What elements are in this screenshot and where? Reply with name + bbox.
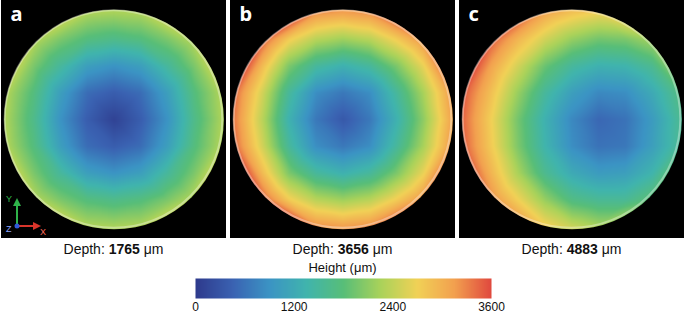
svg-text:1200: 1200 <box>280 300 307 314</box>
svg-text:b: b <box>240 0 253 27</box>
svg-text:Z: Z <box>6 224 12 234</box>
html-text:Depth: 1765 μm: Depth: 1765 μm <box>63 241 164 257</box>
svg-text:0: 0 <box>192 300 199 314</box>
svg-text:c: c <box>469 0 479 27</box>
html-text:Depth: 3656 μm: Depth: 3656 μm <box>292 241 393 257</box>
html-text:Height (μm): Height (μm) <box>308 260 377 275</box>
svg-text:Y: Y <box>6 194 12 204</box>
html-text:Depth: 4883 μm: Depth: 4883 μm <box>521 241 622 257</box>
svg-text:X: X <box>40 227 46 236</box>
svg-text:3600: 3600 <box>478 300 505 314</box>
svg-text:2400: 2400 <box>379 300 406 314</box>
svg-text:a: a <box>11 0 23 27</box>
